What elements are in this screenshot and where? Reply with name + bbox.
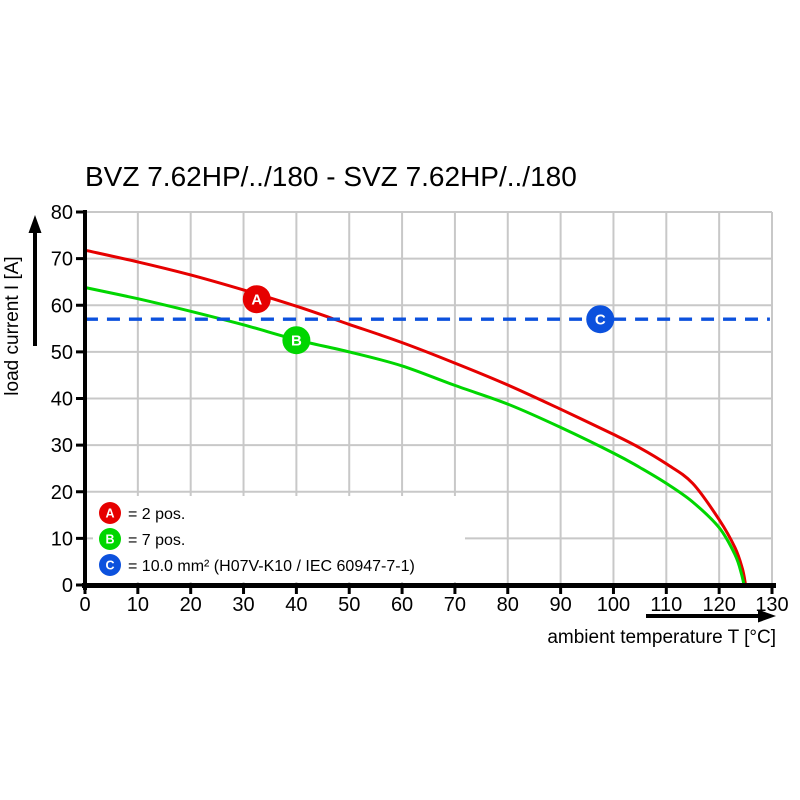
y-tick-label: 50 — [51, 342, 73, 364]
x-tick-label: 0 — [79, 594, 90, 616]
marker-letter: C — [595, 312, 606, 329]
legend-item-label: = 7 pos. — [128, 532, 185, 549]
y-tick-label: 30 — [51, 435, 73, 457]
x-tick-label: 90 — [549, 594, 571, 616]
curve-b — [84, 286, 746, 586]
x-tick-label: 100 — [597, 594, 630, 616]
x-tick-label: 120 — [702, 594, 735, 616]
x-tick-label: 110 — [650, 594, 682, 616]
marker-letter: A — [251, 292, 262, 309]
x-tick-label: 20 — [180, 594, 202, 616]
x-tick-label: 130 — [755, 594, 788, 616]
y-axis-label: load current I [A] — [2, 256, 23, 395]
legend-item-a: A = 2 pos. — [99, 502, 185, 524]
y-tick-label: 20 — [51, 482, 73, 504]
legend-background — [93, 496, 465, 582]
y-tick-label: 40 — [51, 389, 73, 411]
marker-circle-c — [586, 305, 615, 334]
y-tick-label: 70 — [51, 249, 73, 271]
x-tick-label: 70 — [444, 594, 466, 616]
marker-c: C — [586, 305, 615, 334]
curve-a — [84, 248, 748, 586]
legend-key-circle — [99, 554, 121, 576]
legend-item-label: = 2 pos. — [128, 506, 185, 523]
legend-item-label: = 10.0 mm² (H07V-K10 / IEC 60947-7-1) — [128, 558, 415, 575]
y-tick-label: 80 — [51, 202, 73, 224]
marker-letter: B — [291, 333, 302, 350]
x-tick-label: 10 — [127, 594, 149, 616]
legend: A = 2 pos. B = 7 pos. C = 10.0 mm² (H07V-K10 … — [93, 496, 465, 582]
x-tick-label: 80 — [497, 594, 519, 616]
y-axis-arrow-head-icon — [28, 215, 42, 233]
curve-markers: A B C — [242, 285, 615, 355]
marker-circle-b — [282, 326, 311, 355]
marker-b: B — [282, 326, 311, 355]
legend-key-circle — [99, 528, 121, 550]
legend-key-circle — [99, 502, 121, 524]
x-axis-label: ambient temperature T [°C] — [547, 627, 776, 648]
legend-item-c: C = 10.0 mm² (H07V-K10 / IEC 60947-7-1) — [99, 554, 415, 576]
y-tick-label: 10 — [51, 528, 73, 550]
x-tick-label: 30 — [232, 594, 254, 616]
legend-key-letter: B — [105, 533, 114, 547]
y-tick-label: 0 — [62, 575, 73, 597]
y-axis-ticks: 0 10 20 30 40 50 60 70 80 — [51, 202, 85, 597]
x-tick-label: 60 — [391, 594, 413, 616]
marker-a: A — [242, 285, 271, 314]
x-tick-label: 50 — [338, 594, 360, 616]
marker-circle-a — [242, 285, 271, 314]
legend-key-letter: A — [105, 507, 114, 521]
x-tick-label: 40 — [285, 594, 307, 616]
x-axis-arrow-head-icon — [758, 609, 776, 623]
data-curves — [84, 248, 770, 586]
chart-title: BVZ 7.62HP/../180 - SVZ 7.62HP/../180 — [85, 161, 577, 192]
legend-key-letter: C — [105, 559, 114, 573]
x-axis-ticks: 0 10 20 30 40 50 60 70 80 90 100 110 120 130 — [79, 585, 789, 616]
x-axis-line — [82, 583, 776, 588]
legend-item-b: B = 7 pos. — [99, 528, 185, 550]
y-tick-label: 60 — [51, 295, 73, 317]
